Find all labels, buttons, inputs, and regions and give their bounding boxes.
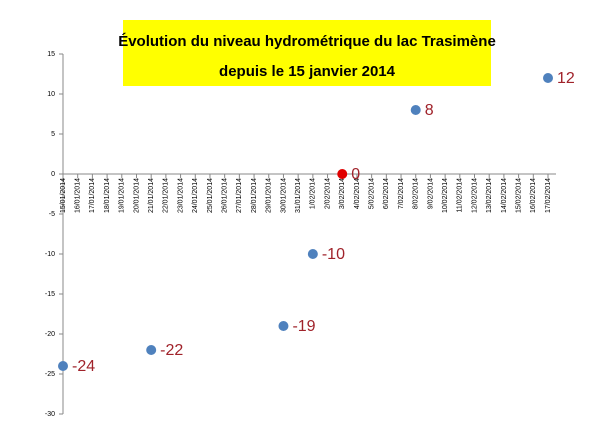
x-tick-label: 30/01/2014 [280,178,287,213]
data-label: -24 [72,358,95,375]
x-tick-label: 24/01/2014 [192,178,199,213]
y-tick-label: -25 [45,371,55,378]
x-tick-label: 4/02/2014 [354,178,361,209]
x-tick-label: 14/02/2014 [501,178,508,213]
x-tick-label: 17/01/2014 [89,178,96,213]
plot: -30 -25 -20 -15 -10 -5 0 5 10 15 15/01/2014 16/01/2… [45,51,575,418]
title-box [123,20,491,86]
x-tick-label: 15/01/2014 [60,178,67,213]
y-tick-label: -20 [45,331,55,338]
x-tick-label: 27/01/2014 [236,178,243,213]
x-tick-label: 19/01/2014 [119,178,126,213]
data-point [410,105,421,115]
y-tick-label: 5 [51,131,55,138]
data-label: -19 [292,318,315,335]
x-tick-label: 17/02/2014 [545,178,552,213]
x-tick-label: 16/02/2014 [530,178,537,213]
x-tick-label: 15/02/2014 [515,178,522,213]
y-tick-label: 10 [47,91,55,98]
chart-title: depuis le 15 janvier 2014 [219,63,396,80]
x-tick-label: 28/01/2014 [251,178,258,213]
y-tick-label: -10 [45,251,55,258]
x-tick-label: 23/01/2014 [177,178,184,213]
data-label: -10 [322,246,345,263]
x-tick-label: 9/02/2014 [427,178,434,209]
x-tick-label: 21/01/2014 [148,178,155,213]
data-label: 12 [557,70,575,87]
data-point [543,73,553,83]
y-tick-label: 0 [51,171,55,178]
data-point [337,169,348,179]
x-tick-label: 31/01/2014 [295,178,302,213]
y-tick-label: -15 [45,291,55,298]
x-tick-label: 2/02/2014 [324,178,331,209]
x-tick-label: 11/02/2014 [457,178,464,213]
x-tick-label: 3/02/2014 [339,178,346,209]
chart-title: Évolution du niveau hydrométrique du lac… [118,33,496,50]
x-tick-label: 22/01/2014 [163,178,170,213]
x-tick-label: 10/02/2014 [442,178,449,213]
y-tick-label: -30 [45,411,55,418]
x-tick-label: 29/01/2014 [266,178,273,213]
data-point [307,249,318,259]
data-point [278,321,289,331]
data-point [146,345,157,355]
x-tick-label: 18/01/2014 [104,178,111,213]
x-tick-label: 13/02/2014 [486,178,493,213]
x-tick-label: 25/01/2014 [207,178,214,213]
x-tick-label: 6/02/2014 [383,178,390,209]
x-tick-label: 12/02/2014 [471,178,478,213]
data-label: 8 [425,102,434,119]
x-tick-label: 8/02/2014 [413,178,420,209]
x-tick-label: 7/02/2014 [398,178,405,209]
x-tick-label: 16/01/2014 [75,178,82,213]
x-tick-label: 1/02/2014 [310,178,317,209]
y-tick-label: -5 [49,211,55,218]
data-label: -22 [160,342,183,359]
x-tick-label: 20/01/2014 [133,178,140,213]
data-point [58,361,68,371]
x-tick-label: 5/02/2014 [368,178,375,209]
y-tick-label: 15 [47,51,55,58]
data-label: 0 [351,166,360,183]
x-tick-label: 26/01/2014 [222,178,229,213]
